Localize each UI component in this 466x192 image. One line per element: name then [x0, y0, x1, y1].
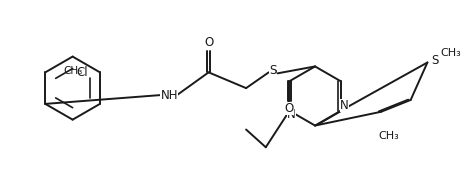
Text: NH: NH	[160, 89, 178, 102]
Text: CH₃: CH₃	[63, 66, 82, 76]
Text: CH₃: CH₃	[378, 132, 399, 142]
Text: N: N	[287, 108, 296, 121]
Text: CH₃: CH₃	[440, 48, 461, 58]
Text: O: O	[285, 102, 294, 115]
Text: O: O	[204, 36, 213, 49]
Text: S: S	[269, 64, 276, 77]
Text: S: S	[432, 54, 439, 67]
Text: Cl: Cl	[76, 66, 88, 79]
Text: N: N	[340, 99, 349, 112]
Text: S: S	[269, 64, 276, 77]
